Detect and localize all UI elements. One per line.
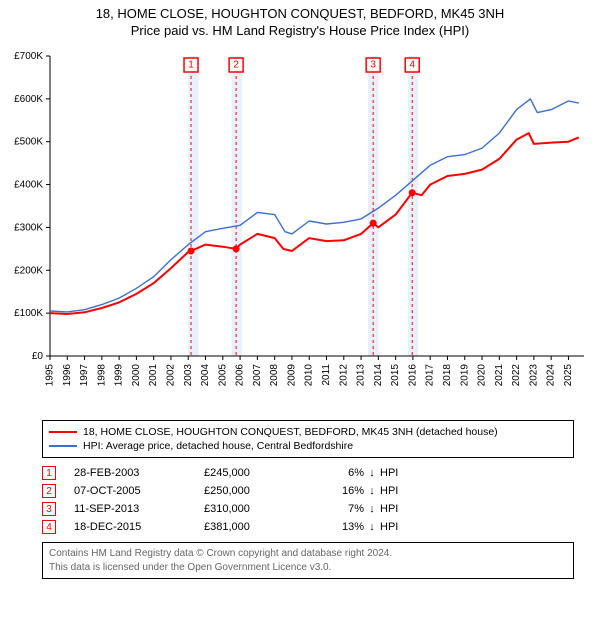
chart-container: 18, HOME CLOSE, HOUGHTON CONQUEST, BEDFO… [0,0,600,579]
attribution: Contains HM Land Registry data © Crown c… [42,542,574,579]
svg-text:£100K: £100K [14,308,43,319]
svg-text:2018: 2018 [442,364,453,387]
legend-item-hpi: HPI: Average price, detached house, Cent… [49,439,567,453]
svg-text:2003: 2003 [183,364,194,387]
arrow-down-icon: ↓ [364,467,380,479]
legend-label: HPI: Average price, detached house, Cent… [83,440,353,452]
title-line2: Price paid vs. HM Land Registry's House … [0,21,600,46]
svg-text:2015: 2015 [390,364,401,387]
svg-text:2000: 2000 [131,364,142,387]
sale-price: £310,000 [204,503,304,515]
svg-text:2023: 2023 [528,364,539,387]
sales-table: 1 28-FEB-2003 £245,000 6% ↓ HPI 2 07-OCT… [42,464,574,536]
svg-text:1998: 1998 [96,364,107,387]
legend-swatch [49,431,77,433]
arrow-down-icon: ↓ [364,503,380,515]
svg-text:2008: 2008 [269,364,280,387]
sale-price: £381,000 [204,521,304,533]
svg-text:£300K: £300K [14,222,43,233]
price-chart: £0 £100K £200K £300K £400K £500K £600K £700K 199… [0,46,600,416]
sale-delta: 16% [304,485,364,497]
legend-swatch [49,445,77,447]
arrow-down-icon: ↓ [364,485,380,497]
svg-text:£500K: £500K [14,137,43,148]
sale-suffix: HPI [380,467,398,479]
title-line1: 18, HOME CLOSE, HOUGHTON CONQUEST, BEDFO… [0,0,600,21]
sale-delta: 6% [304,467,364,479]
sales-row: 2 07-OCT-2005 £250,000 16% ↓ HPI [42,482,574,500]
sale-price: £250,000 [204,485,304,497]
svg-text:2010: 2010 [304,364,315,387]
svg-text:2025: 2025 [563,364,574,387]
svg-text:2012: 2012 [338,364,349,387]
sales-row: 4 18-DEC-2015 £381,000 13% ↓ HPI [42,518,574,536]
sale-marker-icon: 4 [42,520,56,534]
sale-marker-icon: 3 [42,502,56,516]
svg-text:£0: £0 [32,351,44,362]
svg-text:£600K: £600K [14,94,43,105]
sale-marker-icon: 2 [42,484,56,498]
chart-area: £0 £100K £200K £300K £400K £500K £600K £700K 199… [0,46,600,416]
svg-text:2014: 2014 [373,364,384,387]
svg-text:2022: 2022 [511,364,522,387]
sale-suffix: HPI [380,485,398,497]
sales-row: 3 11-SEP-2013 £310,000 7% ↓ HPI [42,500,574,518]
svg-text:2006: 2006 [235,364,246,387]
svg-text:£400K: £400K [14,180,43,191]
sales-row: 1 28-FEB-2003 £245,000 6% ↓ HPI [42,464,574,482]
sale-date: 18-DEC-2015 [74,521,204,533]
svg-text:3: 3 [370,60,376,71]
svg-text:2020: 2020 [477,364,488,387]
svg-text:2017: 2017 [425,364,436,387]
sale-price: £245,000 [204,467,304,479]
svg-text:2007: 2007 [252,364,263,387]
sale-delta: 13% [304,521,364,533]
sale-date: 28-FEB-2003 [74,467,204,479]
svg-text:2024: 2024 [546,364,557,387]
svg-text:2005: 2005 [217,364,228,387]
svg-text:1999: 1999 [114,364,125,387]
attribution-line: Contains HM Land Registry data © Crown c… [49,547,567,561]
sale-date: 07-OCT-2005 [74,485,204,497]
sale-delta: 7% [304,503,364,515]
svg-text:2001: 2001 [148,364,159,387]
sale-marker-icon: 1 [42,466,56,480]
svg-text:2: 2 [233,60,239,71]
svg-text:2004: 2004 [200,364,211,387]
svg-text:2016: 2016 [407,364,418,387]
svg-text:2013: 2013 [356,364,367,387]
legend-label: 18, HOME CLOSE, HOUGHTON CONQUEST, BEDFO… [83,426,498,438]
legend-item-property: 18, HOME CLOSE, HOUGHTON CONQUEST, BEDFO… [49,425,567,439]
legend: 18, HOME CLOSE, HOUGHTON CONQUEST, BEDFO… [42,420,574,458]
svg-text:2009: 2009 [286,364,297,387]
svg-text:£700K: £700K [14,51,43,62]
svg-text:2021: 2021 [494,364,505,387]
sale-suffix: HPI [380,503,398,515]
svg-text:2002: 2002 [165,364,176,387]
svg-text:4: 4 [409,60,415,71]
svg-text:1997: 1997 [79,364,90,387]
svg-text:1: 1 [188,60,194,71]
sale-suffix: HPI [380,521,398,533]
svg-text:1995: 1995 [45,364,56,387]
attribution-line: This data is licensed under the Open Gov… [49,561,567,575]
svg-text:2011: 2011 [321,364,332,386]
svg-text:1996: 1996 [62,364,73,387]
svg-text:£200K: £200K [14,265,43,276]
svg-text:2019: 2019 [459,364,470,387]
arrow-down-icon: ↓ [364,521,380,533]
sale-date: 11-SEP-2013 [74,503,204,515]
